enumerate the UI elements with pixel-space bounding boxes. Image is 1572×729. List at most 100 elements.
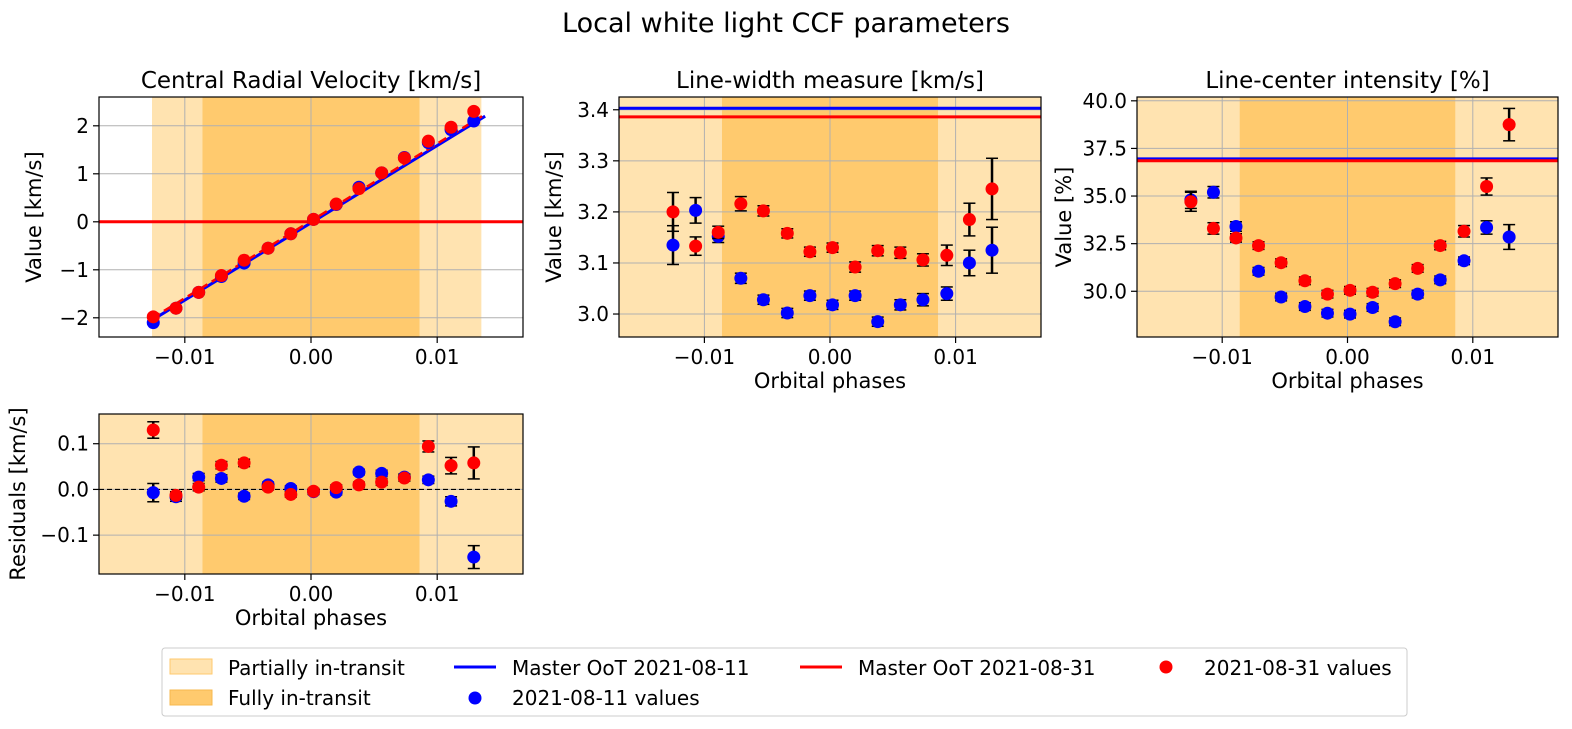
x-tick-label: −0.01 [154, 345, 215, 369]
data-point-red [734, 197, 748, 211]
data-point-red [307, 484, 321, 498]
data-point-blue [1433, 273, 1447, 287]
x-tick-label: −0.01 [1192, 345, 1253, 369]
data-point-red [1274, 256, 1288, 270]
data-point-red [467, 456, 481, 470]
chart-title: Line-width measure [km/s] [676, 68, 984, 94]
legend: Partially in-transit Fully in-transit Ma… [161, 647, 1408, 717]
x-tick-label: −0.01 [674, 345, 735, 369]
data-point-red [803, 245, 817, 259]
chart-rv-plot-area [99, 97, 523, 337]
x-axis-label: Orbital phases [235, 606, 387, 630]
data-point-blue [689, 203, 703, 217]
data-point-red [711, 225, 725, 239]
x-tick-label: 0.00 [808, 345, 853, 369]
data-point-blue [1298, 300, 1312, 314]
data-point-blue [1502, 230, 1516, 244]
data-point-blue [1388, 315, 1402, 329]
data-point-blue [916, 293, 930, 307]
y-tick-label: −2 [60, 306, 89, 330]
data-point-blue [1229, 220, 1243, 234]
data-point-red [421, 134, 435, 148]
data-point-red [146, 423, 160, 437]
data-point-red [352, 478, 366, 492]
data-point-red [146, 310, 160, 324]
y-tick-label: 40.0 [1082, 89, 1127, 113]
y-axis-label: Value [%] [1052, 167, 1076, 268]
data-point-blue [1274, 290, 1288, 304]
data-point-red [444, 459, 458, 473]
y-tick-label: −0.1 [40, 523, 89, 547]
data-point-red [826, 241, 840, 255]
series-blue [1184, 185, 1516, 329]
data-point-red [192, 480, 206, 494]
data-point-red [666, 205, 680, 219]
y-tick-label: 1 [76, 162, 89, 186]
data-point-red [871, 244, 885, 258]
y-tick-label: 0.1 [57, 432, 89, 456]
y-tick-label: 2 [76, 114, 89, 138]
x-tick-label: 0.00 [289, 582, 334, 606]
legend-full-label: Fully in-transit [228, 686, 371, 710]
data-point-red [214, 269, 228, 283]
data-point-blue [146, 486, 160, 500]
data-point-red [1457, 224, 1471, 238]
data-point-blue [962, 256, 976, 270]
data-point-red [375, 475, 389, 489]
data-point-blue [1252, 264, 1266, 278]
data-point-red [1502, 118, 1516, 132]
y-tick-label: −1 [60, 258, 89, 282]
data-point-red [1298, 274, 1312, 288]
data-point-red [848, 260, 862, 274]
figure-title: Local white light CCF parameters [562, 8, 1010, 39]
x-axis-label: Orbital phases [1271, 369, 1423, 393]
x-tick-label: 0.00 [289, 345, 334, 369]
chart-ctrst: −0.01 0.00 0.01 30.0 32.5 35.0 37.5 40.0 Line-ce… [1052, 68, 1559, 393]
data-point-red [329, 481, 343, 495]
chart-title: Central Radial Velocity [km/s] [141, 68, 481, 94]
data-point-blue [1411, 287, 1425, 301]
x-tick-label: 0.01 [415, 345, 460, 369]
data-point-red [169, 301, 183, 315]
series-blue [666, 196, 999, 329]
data-point-red [1206, 221, 1220, 235]
legend-values1-label: 2021-08-11 values [512, 686, 700, 710]
data-point-red [214, 458, 228, 472]
data-point-red [169, 488, 183, 502]
data-point-red [985, 182, 999, 196]
series-red [1184, 107, 1516, 301]
x-tick-label: 0.01 [1451, 345, 1496, 369]
x-tick-label: −0.01 [154, 582, 215, 606]
legend-full-swatch [169, 689, 213, 706]
series-red [666, 157, 999, 274]
data-point-red [756, 204, 770, 218]
data-point-red [1388, 277, 1402, 291]
data-point-red [1343, 283, 1357, 297]
data-point-red [1252, 239, 1266, 253]
data-point-red [352, 182, 366, 196]
data-point-red [284, 487, 298, 501]
data-point-blue [192, 470, 206, 484]
data-point-blue [237, 489, 251, 503]
y-tick-label: 35.0 [1082, 184, 1127, 208]
data-point-red [329, 197, 343, 211]
data-point-red [192, 285, 206, 299]
data-point-blue [848, 289, 862, 303]
data-point-blue [1366, 300, 1380, 314]
data-point-blue [780, 306, 794, 320]
data-point-blue [985, 243, 999, 257]
data-point-blue [1206, 185, 1220, 199]
data-point-blue [734, 271, 748, 285]
data-point-red [1366, 285, 1380, 299]
panels: −0.01 0.00 0.01 −2 −1 0 1 2 Central Radial Veloc… [6, 68, 1559, 630]
data-point-blue [756, 293, 770, 307]
y-axis-label: Value [km/s] [542, 151, 566, 282]
data-point-red [689, 239, 703, 253]
data-point-red [1229, 231, 1243, 245]
x-tick-label: 0.01 [933, 345, 978, 369]
y-axis-label: Residuals [km/s] [6, 407, 30, 580]
data-point-blue [803, 289, 817, 303]
data-point-red [375, 166, 389, 180]
legend-values2-marker [1159, 660, 1173, 674]
data-point-blue [1320, 306, 1334, 320]
